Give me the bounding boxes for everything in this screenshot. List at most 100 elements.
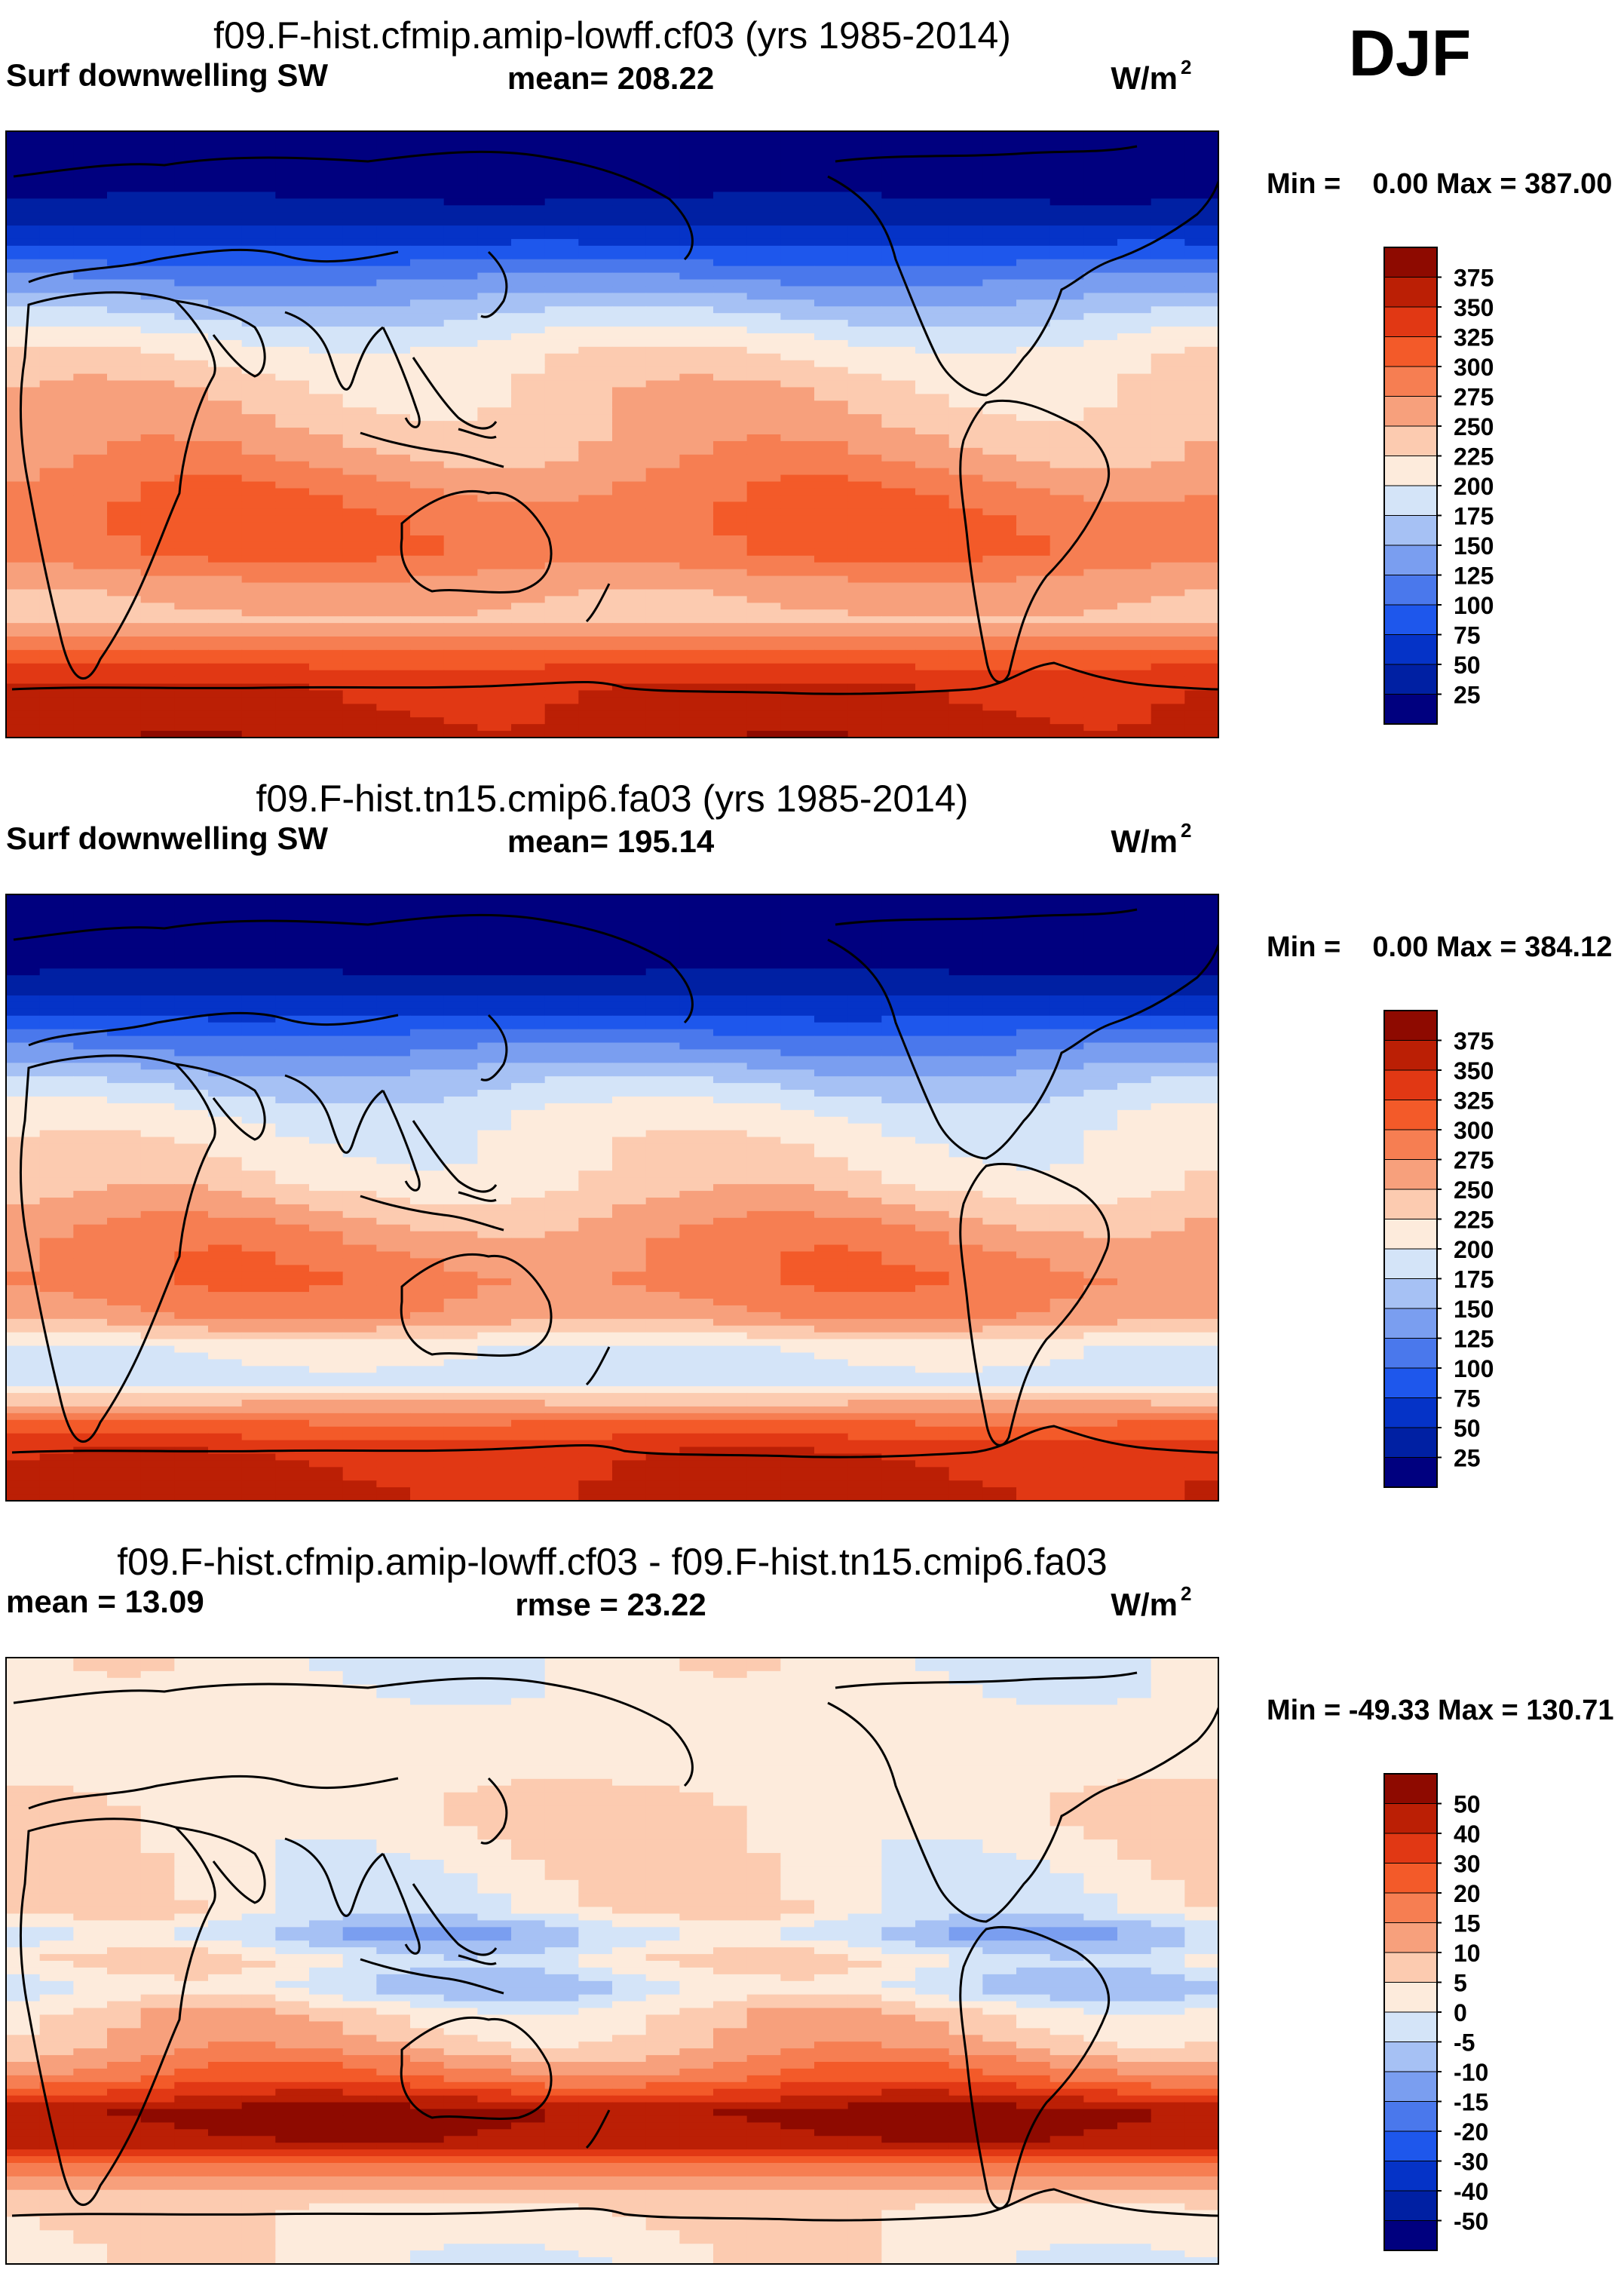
field-cell	[1016, 481, 1051, 489]
field-cell	[174, 414, 209, 422]
field-cell	[1083, 380, 1118, 388]
field-cell	[443, 339, 478, 348]
field-cell	[780, 955, 815, 962]
field-cell	[275, 717, 310, 725]
field-cell	[679, 717, 714, 725]
field-cell	[1151, 414, 1185, 422]
field-cell	[1184, 394, 1218, 401]
field-cell	[1184, 522, 1218, 529]
field-cell	[982, 232, 1017, 240]
field-cell	[1016, 265, 1051, 274]
field-cell	[443, 178, 478, 186]
field-cell	[915, 603, 950, 610]
field-cell	[612, 1137, 647, 1145]
field-cell	[982, 704, 1017, 711]
field-cell	[1151, 259, 1185, 267]
field-cell	[275, 623, 310, 630]
field-cell	[746, 333, 781, 341]
field-cell	[174, 1008, 209, 1017]
field-cell	[241, 474, 276, 483]
field-cell	[6, 623, 41, 630]
field-cell	[847, 488, 882, 495]
field-cell	[1083, 1137, 1118, 1145]
field-cell	[208, 555, 243, 563]
field-cell	[881, 299, 916, 307]
field-cell	[713, 339, 748, 348]
field-cell	[342, 144, 377, 152]
field-cell	[140, 447, 175, 456]
field-cell	[376, 1204, 411, 1212]
field-cell	[477, 968, 512, 976]
field-cell	[6, 697, 41, 704]
field-cell	[376, 205, 411, 213]
field-cell	[6, 928, 41, 936]
field-cell	[174, 313, 209, 321]
field-cell	[174, 454, 209, 462]
field-cell	[1049, 421, 1084, 428]
field-cell	[309, 353, 344, 361]
field-cell	[1184, 232, 1218, 240]
field-cell	[1151, 339, 1185, 348]
field-cell	[746, 238, 781, 247]
field-cell	[1049, 327, 1084, 334]
field-cell	[241, 1103, 276, 1111]
field-cell	[309, 989, 344, 996]
field-cell	[1151, 333, 1185, 341]
field-cell	[780, 421, 815, 428]
field-cell	[814, 1157, 849, 1164]
field-cell	[1083, 178, 1118, 186]
field-cell	[578, 245, 613, 253]
field-cell	[578, 670, 613, 678]
field-cell	[982, 158, 1017, 166]
field-cell	[1151, 178, 1185, 186]
field-cell	[612, 434, 647, 442]
field-cell	[578, 562, 613, 570]
field-cell	[612, 1150, 647, 1158]
field-cell	[1184, 212, 1218, 219]
field-cell	[982, 1204, 1017, 1212]
field-cell	[915, 1123, 950, 1131]
field-cell	[443, 1109, 478, 1118]
field-cell	[241, 440, 276, 449]
field-cell	[881, 975, 916, 983]
field-cell	[612, 1143, 647, 1152]
field-cell	[1083, 1184, 1118, 1192]
field-cell	[1016, 1063, 1051, 1070]
field-cell	[881, 151, 916, 159]
field-cell	[241, 1083, 276, 1091]
field-cell	[309, 238, 344, 247]
field-cell	[948, 1069, 983, 1077]
field-cell	[39, 1090, 74, 1097]
field-cell	[140, 320, 175, 327]
field-cell	[746, 508, 781, 516]
field-cell	[915, 137, 950, 146]
field-cell	[208, 1042, 243, 1051]
field-cell	[511, 582, 546, 591]
field-cell	[679, 928, 714, 936]
field-cell	[410, 1097, 445, 1104]
field-cell	[1016, 982, 1051, 989]
field-cell	[39, 299, 74, 307]
field-cell	[1117, 380, 1152, 388]
field-cell	[376, 724, 411, 732]
field-cell	[847, 1157, 882, 1164]
field-cell	[713, 1198, 748, 1205]
field-cell	[208, 522, 243, 529]
field-cell	[410, 731, 445, 738]
field-cell	[1049, 907, 1084, 916]
field-cell	[780, 630, 815, 637]
field-cell	[275, 1184, 310, 1192]
field-cell	[847, 454, 882, 462]
field-cell	[612, 454, 647, 462]
field-cell	[511, 982, 546, 989]
field-cell	[612, 1123, 647, 1131]
field-cell	[342, 1184, 377, 1192]
field-cell	[1151, 663, 1185, 671]
field-cell	[174, 1177, 209, 1185]
colorbar-label: 100	[1454, 592, 1494, 619]
field-cell	[679, 265, 714, 274]
field-cell	[948, 1029, 983, 1037]
field-cell	[982, 474, 1017, 483]
field-cell	[1083, 683, 1118, 692]
field-cell	[746, 941, 781, 949]
